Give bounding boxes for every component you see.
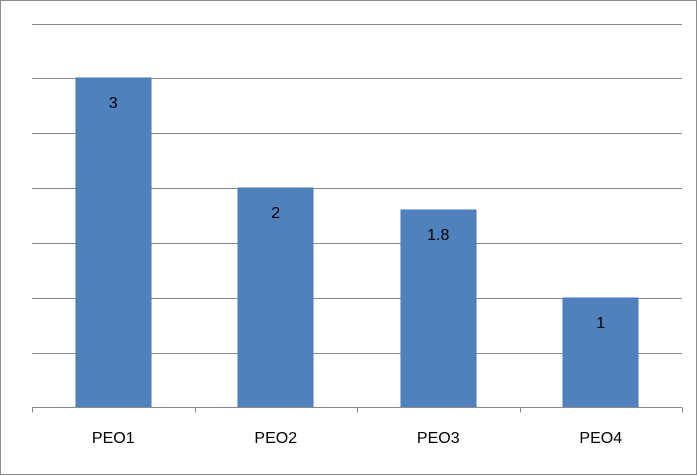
bars xyxy=(75,77,639,408)
x-axis xyxy=(32,407,683,413)
labels: 3 PEO1 2 PEO2 1.8 PEO3 1 PEO4 xyxy=(92,95,622,447)
data-label-peo3: 1.8 xyxy=(427,227,449,244)
data-label-peo1: 3 xyxy=(109,95,118,112)
x-tick-label-peo2: PEO2 xyxy=(254,430,297,447)
data-label-peo2: 2 xyxy=(271,205,280,222)
bar-peo2 xyxy=(237,187,314,408)
data-label-peo4: 1 xyxy=(596,315,605,332)
x-tick-label-peo3: PEO3 xyxy=(417,430,460,447)
bar-peo3 xyxy=(400,209,477,408)
bar-peo1 xyxy=(75,77,152,408)
x-tick-label-peo4: PEO4 xyxy=(579,430,622,447)
bar-peo4 xyxy=(562,297,639,408)
x-tick-label-peo1: PEO1 xyxy=(92,430,135,447)
